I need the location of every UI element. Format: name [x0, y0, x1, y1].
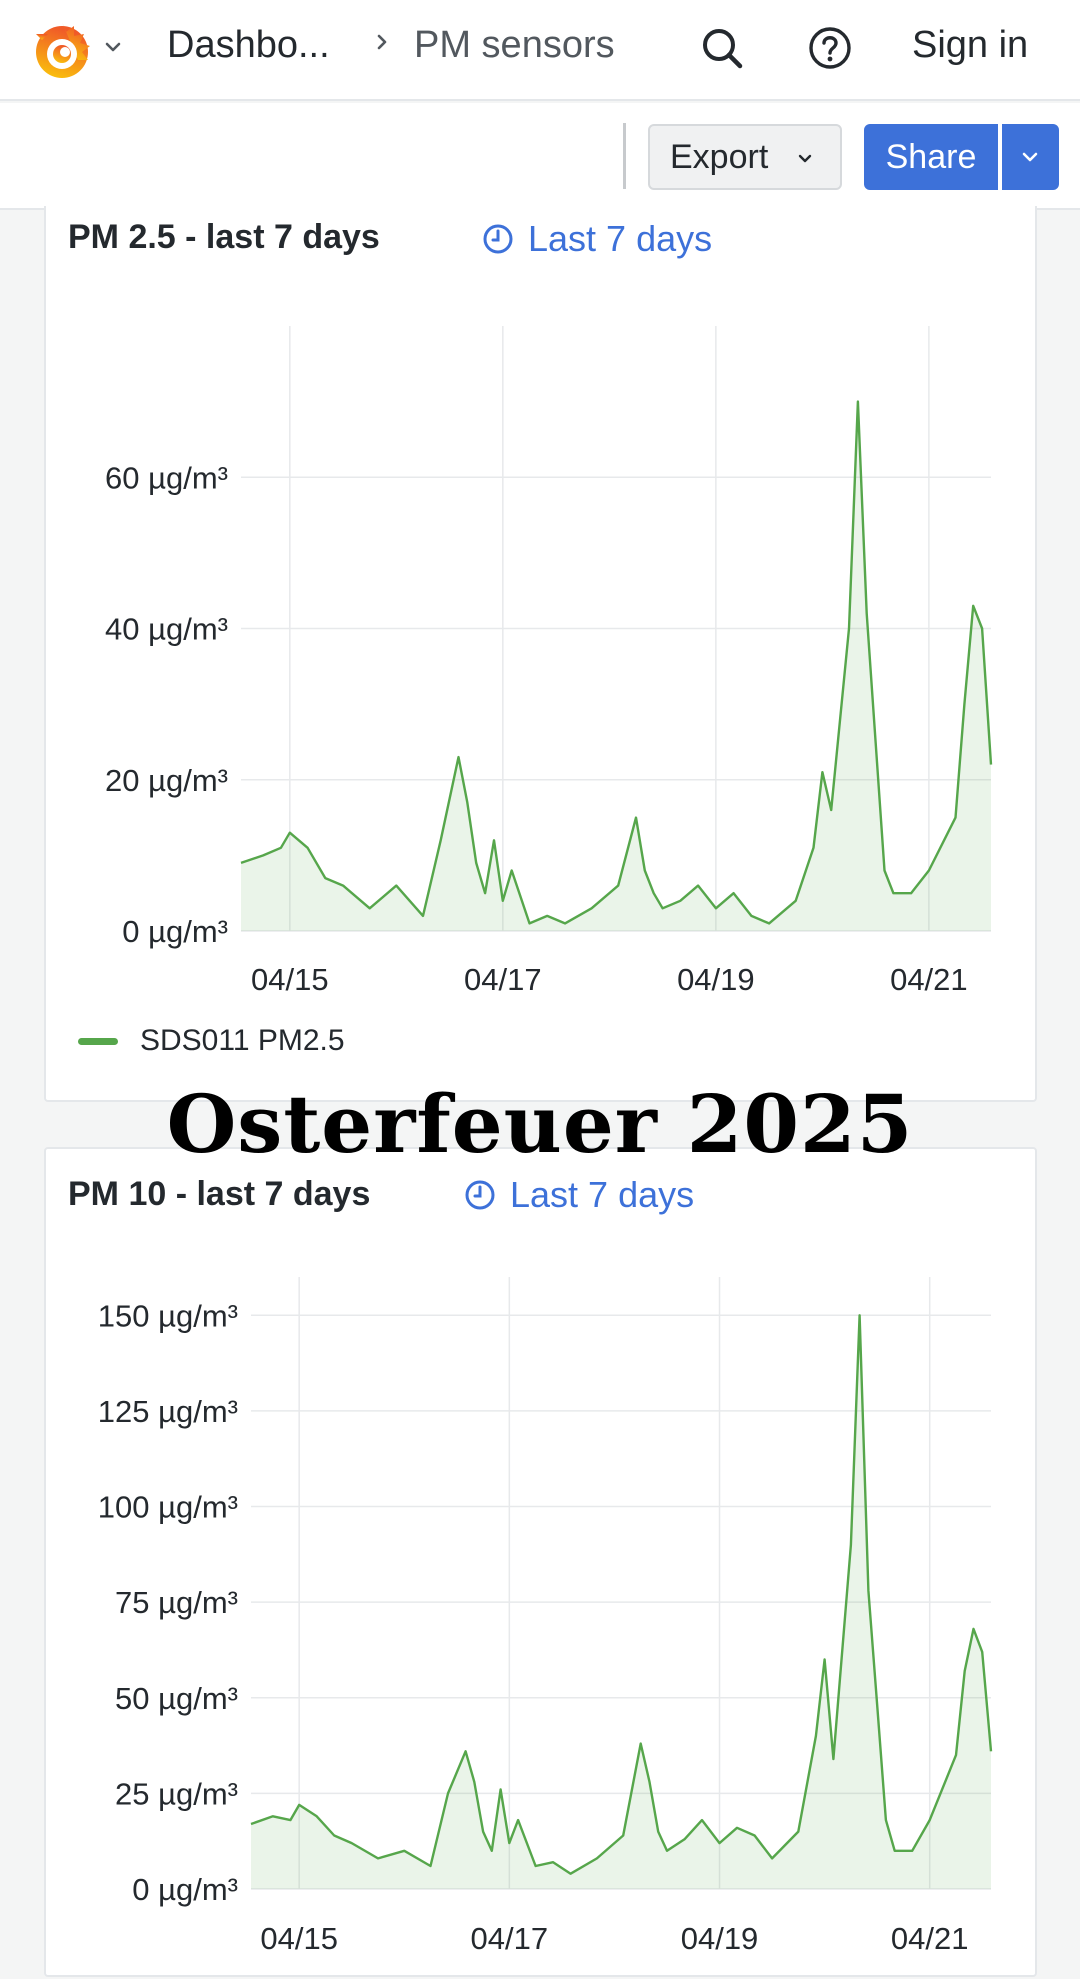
grafana-logo-icon[interactable]: [28, 16, 96, 84]
chevron-down-icon: [1019, 146, 1041, 168]
y-tick-label: 25 µg/m³: [115, 1776, 238, 1811]
legend-label: SDS011 PM2.5: [140, 1024, 345, 1058]
help-icon[interactable]: [806, 24, 854, 72]
y-tick-label: 40 µg/m³: [105, 612, 228, 647]
x-tick-label: 04/17: [464, 962, 542, 997]
x-tick-label: 04/19: [681, 1921, 759, 1956]
export-button[interactable]: Export: [648, 124, 842, 190]
chevron-down-icon[interactable]: [102, 36, 124, 58]
y-tick-label: 50 µg/m³: [115, 1681, 238, 1716]
x-tick-label: 04/15: [251, 962, 329, 997]
toolbar-divider: [623, 123, 626, 189]
x-tick-label: 04/21: [891, 1921, 969, 1956]
x-tick-label: 04/15: [260, 1921, 338, 1956]
chevron-down-icon: [796, 150, 814, 168]
share-label: Share: [886, 138, 977, 177]
x-tick-label: 04/19: [677, 962, 755, 997]
dashboard-toolbar: Export Share: [0, 103, 1080, 210]
overlay-caption: Osterfeuer 2025: [0, 1077, 1080, 1171]
legend-item[interactable]: SDS011 PM2.5: [78, 1024, 345, 1058]
share-button[interactable]: Share: [864, 124, 998, 190]
breadcrumb-dashboards[interactable]: Dashbo...: [167, 24, 330, 67]
x-tick-label: 04/17: [471, 1921, 549, 1956]
y-tick-label: 20 µg/m³: [105, 763, 228, 798]
pm10-chart[interactable]: 04/15 04/17 04/19 04/21 0 µg/m³ 25 µg/m³ 50 µg…: [46, 1149, 1039, 1979]
y-tick-label: 75 µg/m³: [115, 1585, 238, 1620]
chevron-right-icon: [370, 30, 394, 54]
pm25-chart[interactable]: 04/15 04/17 04/19 04/21 0 µg/m³ 20 µg/m³ 40 µg…: [46, 206, 1039, 1102]
y-tick-label: 100 µg/m³: [98, 1490, 238, 1525]
y-tick-label: 60 µg/m³: [105, 460, 228, 495]
breadcrumb-current-page: PM sensors: [414, 24, 615, 67]
sign-in-link[interactable]: Sign in: [912, 24, 1028, 67]
search-icon[interactable]: [698, 24, 746, 72]
series-area: [241, 402, 991, 931]
y-tick-label: 125 µg/m³: [98, 1394, 238, 1429]
share-options-button[interactable]: [1000, 124, 1059, 190]
legend-swatch: [78, 1038, 118, 1045]
y-tick-label: 0 µg/m³: [122, 914, 228, 949]
top-navbar: Dashbo... PM sensors Sign in: [0, 0, 1080, 101]
x-tick-label: 04/21: [890, 962, 968, 997]
y-tick-label: 150 µg/m³: [98, 1298, 238, 1333]
y-tick-label: 0 µg/m³: [132, 1872, 238, 1907]
export-label: Export: [670, 138, 768, 177]
